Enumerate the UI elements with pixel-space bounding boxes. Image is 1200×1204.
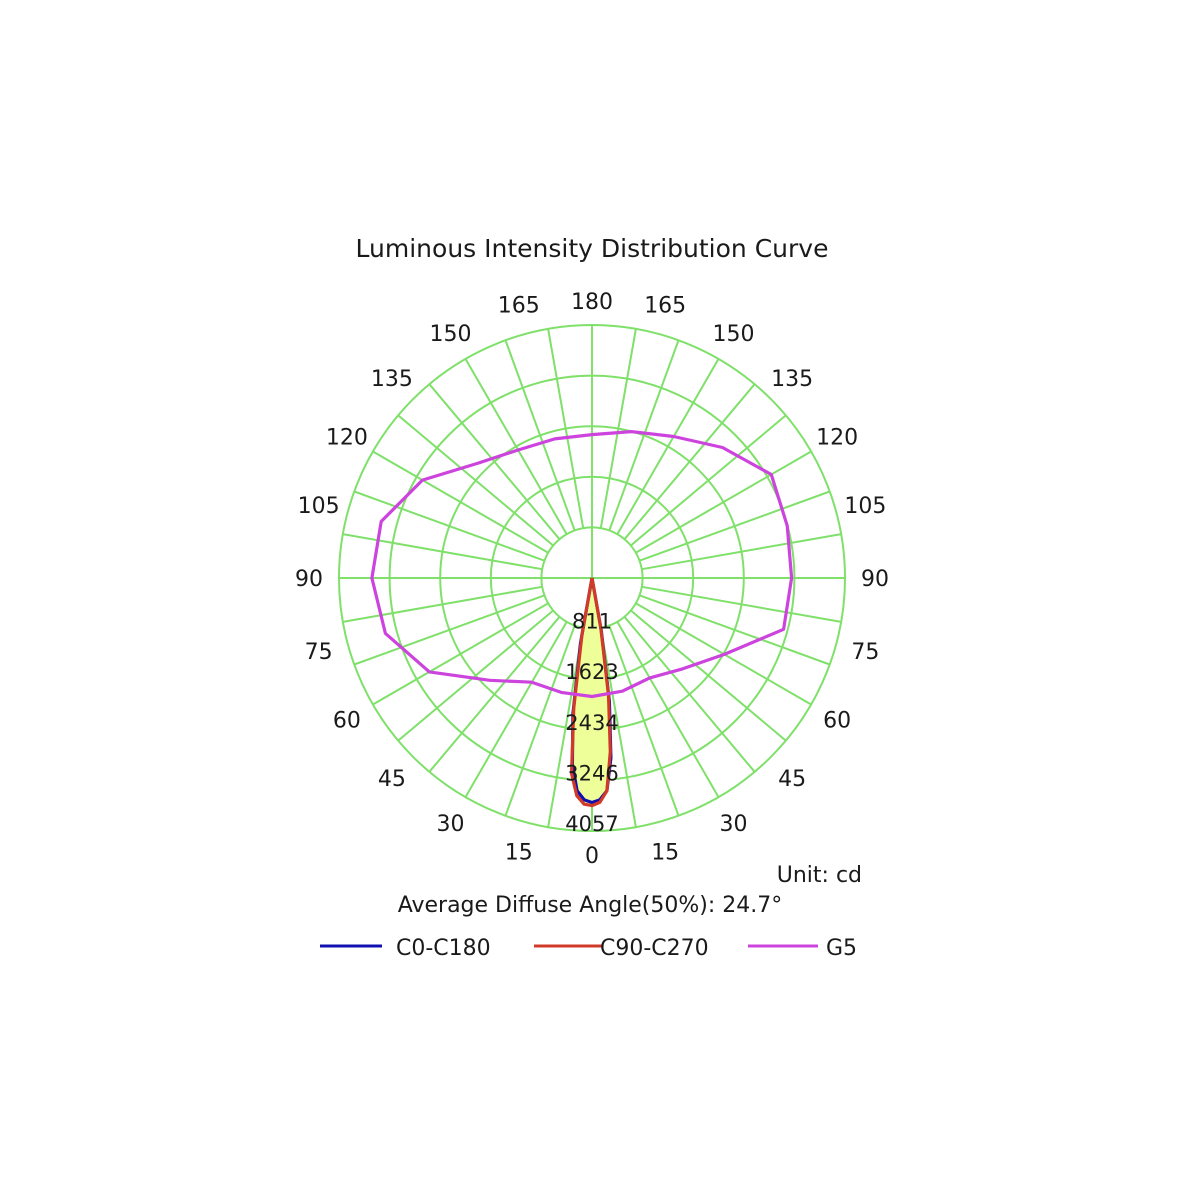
diffuse-angle-label: Average Diffuse Angle(50%): 24.7° [398, 893, 783, 918]
grid-spoke-20 [608, 625, 680, 817]
angle-tick-right-165: 165 [644, 294, 686, 319]
grid-spoke-330 [464, 621, 568, 798]
grid-spoke-320 [428, 616, 561, 773]
grid-spoke-260 [342, 533, 543, 571]
angle-tick-right-60: 60 [823, 709, 851, 734]
series-curve-g5 [370, 430, 794, 699]
angle-tick-right-15: 15 [651, 840, 679, 865]
angle-tick-left-105: 105 [298, 494, 340, 519]
angle-tick-left-135: 135 [371, 367, 413, 392]
angle-tick-right-75: 75 [851, 640, 879, 665]
grid-spoke-190 [547, 328, 585, 529]
angle-tick-left-0: 0 [585, 844, 599, 869]
angle-tick-right-135: 135 [771, 367, 813, 392]
grid-spoke-340 [504, 625, 576, 817]
grid-spoke-120 [635, 450, 812, 554]
grid-spoke-250 [353, 490, 545, 562]
angle-tick-left-90: 90 [295, 567, 323, 592]
unit-label: Unit: cd [777, 863, 862, 888]
grid-spoke-300 [372, 602, 549, 706]
grid-spoke-210 [464, 358, 568, 535]
radial-tick-label-811: 811 [572, 610, 612, 634]
series-curve-c90-c270 [569, 577, 612, 808]
grid-spoke-230 [397, 414, 554, 547]
grid-spoke-80 [641, 585, 842, 623]
angle-tick-left-15: 15 [505, 840, 533, 865]
grid-spoke-140 [623, 383, 756, 540]
angle-tick-left-60: 60 [333, 709, 361, 734]
grid-spoke-220 [428, 383, 561, 540]
radial-tick-label-3246: 3246 [565, 761, 618, 785]
angle-tick-right-45: 45 [778, 767, 806, 792]
grid-spoke-310 [397, 609, 554, 742]
angle-tick-labels: 0 15 30 45 60 75 90 105 120 135 150 165 180 15 30 45 60 7… [295, 290, 889, 869]
legend-label-g5: G5 [826, 936, 857, 961]
legend: C0-C180 C90-C270 G5 [320, 936, 857, 961]
grid-spoke-150 [616, 358, 720, 535]
grid-spoke-280 [342, 585, 543, 623]
angle-tick-right-120: 120 [816, 426, 858, 451]
radial-tick-label-2434: 2434 [565, 711, 618, 735]
legend-label-c90-c270: C90-C270 [600, 936, 709, 961]
grid-spoke-170 [599, 328, 637, 529]
radial-tick-label-1623: 1623 [565, 660, 618, 684]
radial-tick-label-4057: 4057 [565, 812, 618, 836]
grid-spoke-10 [599, 627, 637, 828]
angle-tick-left-75: 75 [305, 640, 333, 665]
grid-spoke-110 [639, 490, 831, 562]
grid-spoke-240 [372, 450, 549, 554]
series-curves [370, 430, 794, 808]
grid-spoke-130 [630, 414, 787, 547]
angle-tick-left-45: 45 [378, 767, 406, 792]
grid-spoke-290 [353, 594, 545, 666]
chart-title: Luminous Intensity Distribution Curve [356, 234, 829, 263]
grid-spoke-30 [616, 621, 720, 798]
angle-tick-left-165: 165 [498, 294, 540, 319]
grid-spoke-160 [608, 339, 680, 531]
grid-spoke-200 [504, 339, 576, 531]
radial-tick-labels: 811 1623 2434 3246 4057 [565, 610, 618, 836]
grid-spoke-100 [641, 533, 842, 571]
angle-tick-right-150: 150 [713, 322, 755, 347]
grid-spoke-70 [639, 594, 831, 666]
angle-tick-right-105: 105 [844, 494, 886, 519]
angle-tick-left-150: 150 [430, 322, 472, 347]
legend-label-c0-c180: C0-C180 [396, 936, 491, 961]
angle-tick-right-30: 30 [720, 812, 748, 837]
angle-tick-right-90: 90 [861, 567, 889, 592]
angle-tick-left-30: 30 [437, 812, 465, 837]
angle-tick-left-180: 180 [571, 290, 613, 315]
angle-tick-left-120: 120 [326, 426, 368, 451]
grid-spoke-40 [623, 616, 756, 773]
grid-spoke-50 [630, 609, 787, 742]
